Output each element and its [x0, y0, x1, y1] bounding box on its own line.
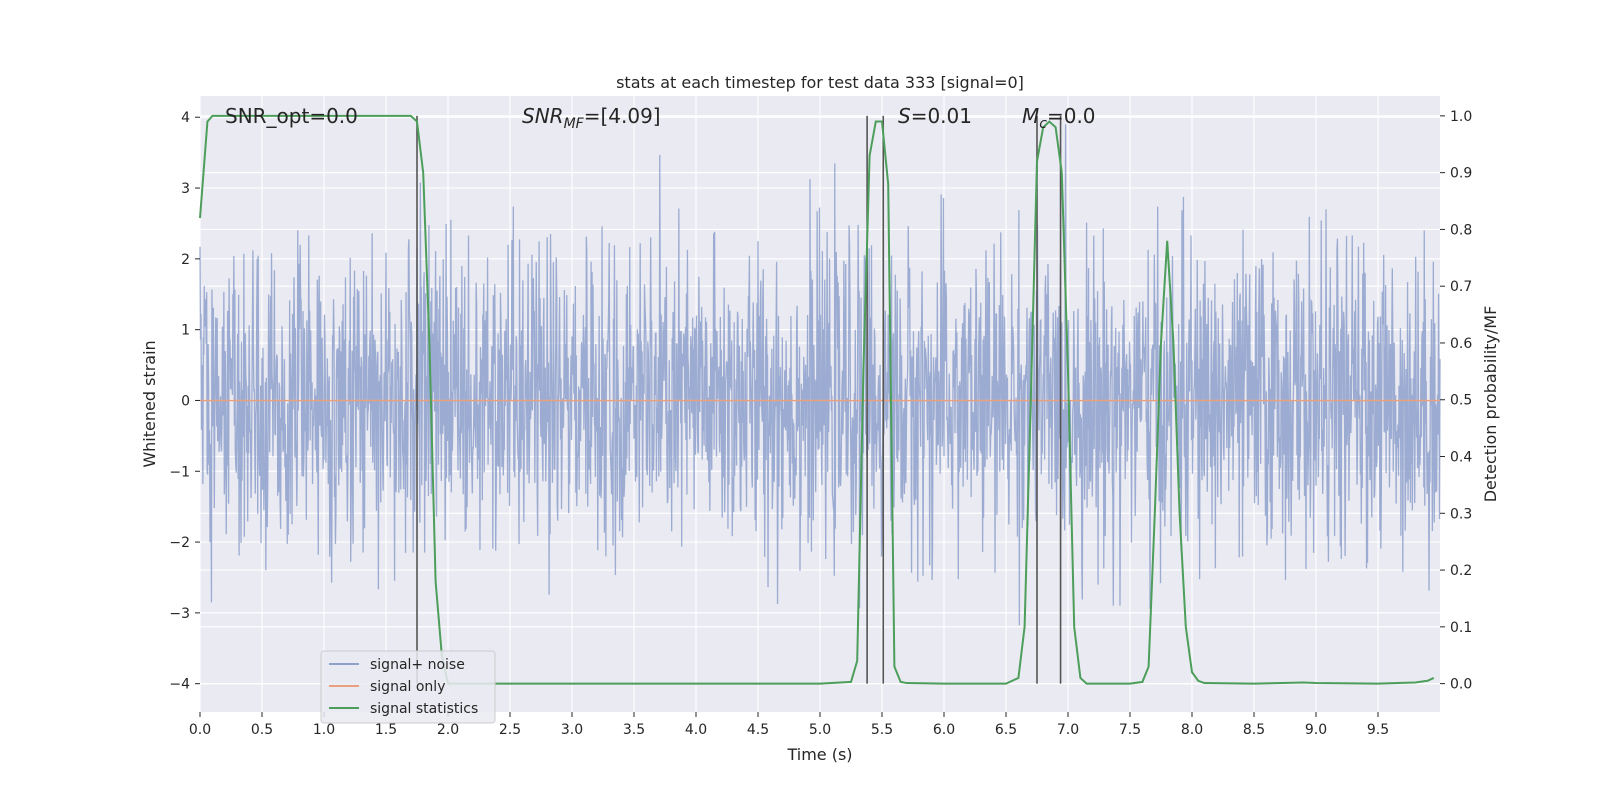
- vertical-markers: [416, 115, 1062, 684]
- yl-tick-label-4: 0: [181, 393, 190, 409]
- annotation-mc: Mc=0.0: [1022, 104, 1096, 132]
- annotation-s-value: =0.01: [911, 104, 972, 128]
- legend-label-signal-statistics: signal statistics: [370, 701, 478, 717]
- x-tick-label-0: 0.0: [189, 722, 211, 738]
- yr-tick-label-0: 1.0: [1450, 109, 1472, 125]
- x-tick-label-1: 0.5: [251, 722, 273, 738]
- annotation-s-italic: S: [898, 104, 911, 128]
- x-tick-label-14: 7.0: [1057, 722, 1079, 738]
- signal-noise-line: [199, 124, 1441, 626]
- x-tick-label-10: 5.0: [809, 722, 831, 738]
- legend-label-signal-noise: signal+ noise: [370, 657, 465, 673]
- x-tick-label-18: 9.0: [1305, 722, 1327, 738]
- yr-tick-label-9: 0.1: [1450, 620, 1472, 636]
- x-tick-label-4: 2.0: [437, 722, 459, 738]
- x-tick-label-11: 5.5: [871, 722, 893, 738]
- annotation-mc-value: =0.0: [1047, 104, 1096, 128]
- legend-label-signal-only: signal only: [370, 679, 445, 695]
- yl-tick-label-0: 4: [181, 110, 190, 126]
- annotation-s: S=0.01: [898, 104, 972, 128]
- x-tick-label-12: 6.0: [933, 722, 955, 738]
- yr-tick-label-3: 0.7: [1450, 279, 1472, 295]
- x-tick-label-7: 3.5: [623, 722, 645, 738]
- x-tick-label-2: 1.0: [313, 722, 335, 738]
- x-tick-label-3: 1.5: [375, 722, 397, 738]
- chart-title: stats at each timestep for test data 333…: [616, 73, 1024, 92]
- yl-tick-label-3: 1: [181, 323, 190, 339]
- yl-tick-label-8: −4: [169, 677, 190, 693]
- x-tick-label-16: 8.0: [1181, 722, 1203, 738]
- yl-tick-label-7: −3: [169, 606, 190, 622]
- x-tick-label-6: 3.0: [561, 722, 583, 738]
- annotation-mc-sub: c: [1039, 116, 1047, 132]
- yl-tick-label-5: −1: [169, 464, 190, 480]
- yr-tick-label-4: 0.6: [1450, 336, 1472, 352]
- yr-tick-label-10: 0.0: [1450, 677, 1472, 693]
- x-tick-label-15: 7.5: [1119, 722, 1141, 738]
- annotation-snr-mf-base: SNR: [522, 104, 564, 128]
- annotation-snr-mf: SNRMF=[4.09]: [522, 104, 661, 132]
- y-axis-left-ticks: 4 3 2 1 0 −1 −2 −3 −4: [169, 110, 200, 693]
- x-tick-label-13: 6.5: [995, 722, 1017, 738]
- y-axis-left-label: Whitened strain: [140, 340, 159, 467]
- annotation-mc-italic: M: [1022, 104, 1039, 128]
- yr-tick-label-1: 0.9: [1450, 166, 1472, 182]
- x-axis-ticks: 0.0 0.5 1.0 1.5 2.0 2.5 3.0 3.5 4.0 4.5 5.0 5.5 6.0 6…: [189, 712, 1389, 738]
- yl-tick-label-6: −2: [169, 535, 190, 551]
- yr-tick-label-7: 0.3: [1450, 506, 1472, 522]
- x-tick-label-19: 9.5: [1367, 722, 1389, 738]
- annotation-snr-mf-sub: MF: [564, 116, 585, 132]
- annotation-snr-mf-value: =[4.09]: [584, 104, 661, 128]
- x-tick-label-8: 4.0: [685, 722, 707, 738]
- yl-tick-label-2: 2: [181, 252, 190, 268]
- yr-tick-label-8: 0.2: [1450, 563, 1472, 579]
- yr-tick-label-6: 0.4: [1450, 450, 1472, 466]
- y-axis-right-label: Detection probability/MF: [1481, 306, 1500, 503]
- x-axis-label: Time (s): [786, 745, 852, 764]
- x-tick-label-9: 4.5: [747, 722, 769, 738]
- legend-box: [320, 650, 496, 724]
- yl-tick-label-1: 3: [181, 181, 190, 197]
- legend: signal+ noise signal only signal statist…: [320, 650, 496, 724]
- annotation-snr-opt: SNR_opt=0.0: [225, 104, 358, 128]
- signal-statistics-series: [199, 114, 1435, 685]
- yr-tick-label-5: 0.5: [1450, 393, 1472, 409]
- x-tick-label-17: 8.5: [1243, 722, 1265, 738]
- y-axis-right-ticks: 1.0 0.9 0.8 0.7 0.6 0.5 0.4 0.3 0.2 0.1 0.0: [1440, 109, 1472, 693]
- yr-tick-label-2: 0.8: [1450, 222, 1472, 238]
- signal-noise-series: [199, 124, 1441, 626]
- x-tick-label-5: 2.5: [499, 722, 521, 738]
